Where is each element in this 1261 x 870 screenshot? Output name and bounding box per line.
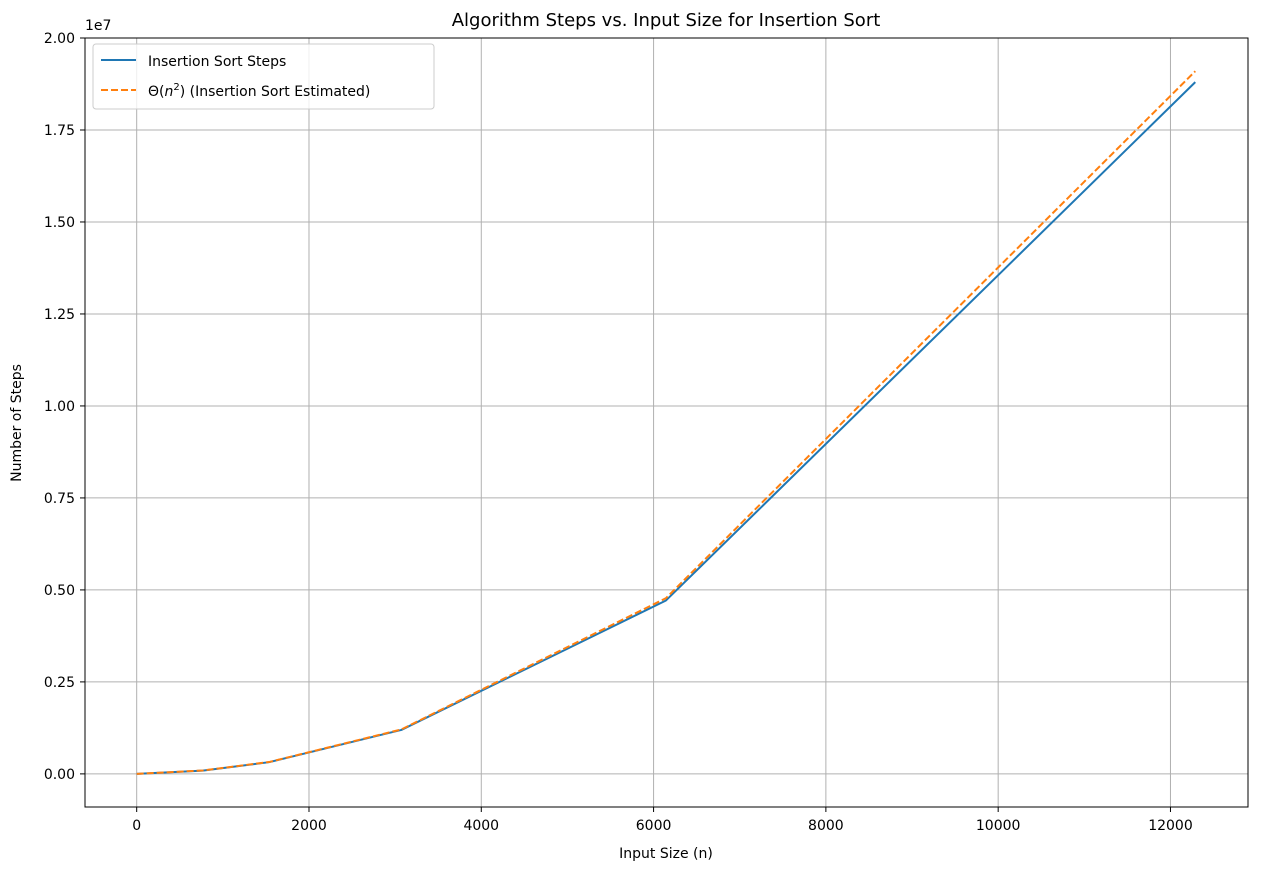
data-series <box>136 70 1196 775</box>
y-tick-label: 1.00 <box>44 399 75 415</box>
y-tick-label: 1.75 <box>44 123 75 139</box>
legend: Insertion Sort Steps Θ(n2) (Insertion So… <box>92 43 435 110</box>
y-tick-label: 1.25 <box>44 307 75 323</box>
x-tick-label: 10000 <box>976 818 1021 834</box>
y-tick-label: 0.75 <box>44 491 75 507</box>
y-tick-label: 1.50 <box>44 215 75 231</box>
grid-lines <box>85 37 1248 807</box>
x-axis-label: Input Size (n) <box>619 846 713 862</box>
x-tick-label: 8000 <box>808 818 844 834</box>
y-axis-label: Number of Steps <box>9 364 25 482</box>
legend-box <box>92 43 435 110</box>
y-axis-offset-label: 1e7 <box>85 18 111 34</box>
y-tick-label: 0.25 <box>44 675 75 691</box>
series-line-theta-n-squared <box>136 70 1196 775</box>
y-tick-label: 2.00 <box>44 31 75 47</box>
y-tick-label: 0.00 <box>44 767 75 783</box>
plot-area-frame <box>84 37 1249 808</box>
y-tick-label: 0.50 <box>44 583 75 599</box>
legend-label-insertion-sort-steps: Insertion Sort Steps <box>148 54 286 70</box>
legend-label-theta-n-squared: Θ(n2) (Insertion Sort Estimated) <box>148 82 370 100</box>
axis-ticks: 0 2000 4000 6000 8000 10000 12000 0.00 0.25 0.50 0… <box>44 31 1193 834</box>
x-tick-label: 12000 <box>1148 818 1193 834</box>
x-tick-label: 0 <box>132 818 141 834</box>
chart-title: Algorithm Steps vs. Input Size for Inser… <box>452 10 881 31</box>
x-tick-label: 6000 <box>636 818 672 834</box>
x-tick-label: 4000 <box>463 818 499 834</box>
x-tick-label: 2000 <box>291 818 327 834</box>
